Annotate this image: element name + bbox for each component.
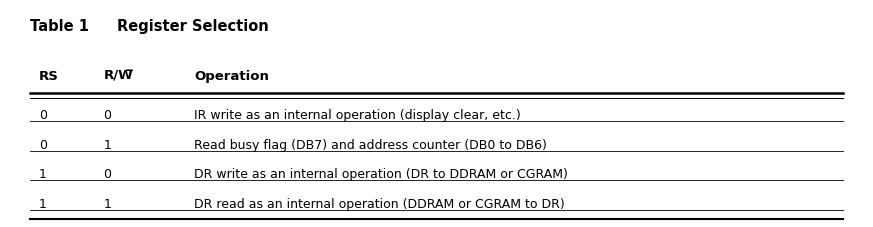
Text: IR write as an internal operation (display clear, etc.): IR write as an internal operation (displ… <box>195 109 521 122</box>
Text: 1: 1 <box>104 198 112 211</box>
Text: RS: RS <box>38 70 58 83</box>
Text: 1: 1 <box>38 168 46 181</box>
Text: 1: 1 <box>104 139 112 152</box>
Text: Read busy flag (DB7) and address counter (DB0 to DB6): Read busy flag (DB7) and address counter… <box>195 139 547 152</box>
Text: 0: 0 <box>38 109 47 122</box>
Text: DR read as an internal operation (DDRAM or CGRAM to DR): DR read as an internal operation (DDRAM … <box>195 198 565 211</box>
Text: 0: 0 <box>104 168 112 181</box>
Text: Table 1: Table 1 <box>30 20 89 35</box>
Text: Operation: Operation <box>195 70 269 83</box>
Text: 0: 0 <box>104 109 112 122</box>
Text: DR write as an internal operation (DR to DDRAM or CGRAM): DR write as an internal operation (DR to… <box>195 168 568 181</box>
Text: 0: 0 <box>38 139 47 152</box>
Text: 1: 1 <box>38 198 46 211</box>
Text: Register Selection: Register Selection <box>117 20 268 35</box>
Text: R/W̅: R/W̅ <box>104 70 134 83</box>
